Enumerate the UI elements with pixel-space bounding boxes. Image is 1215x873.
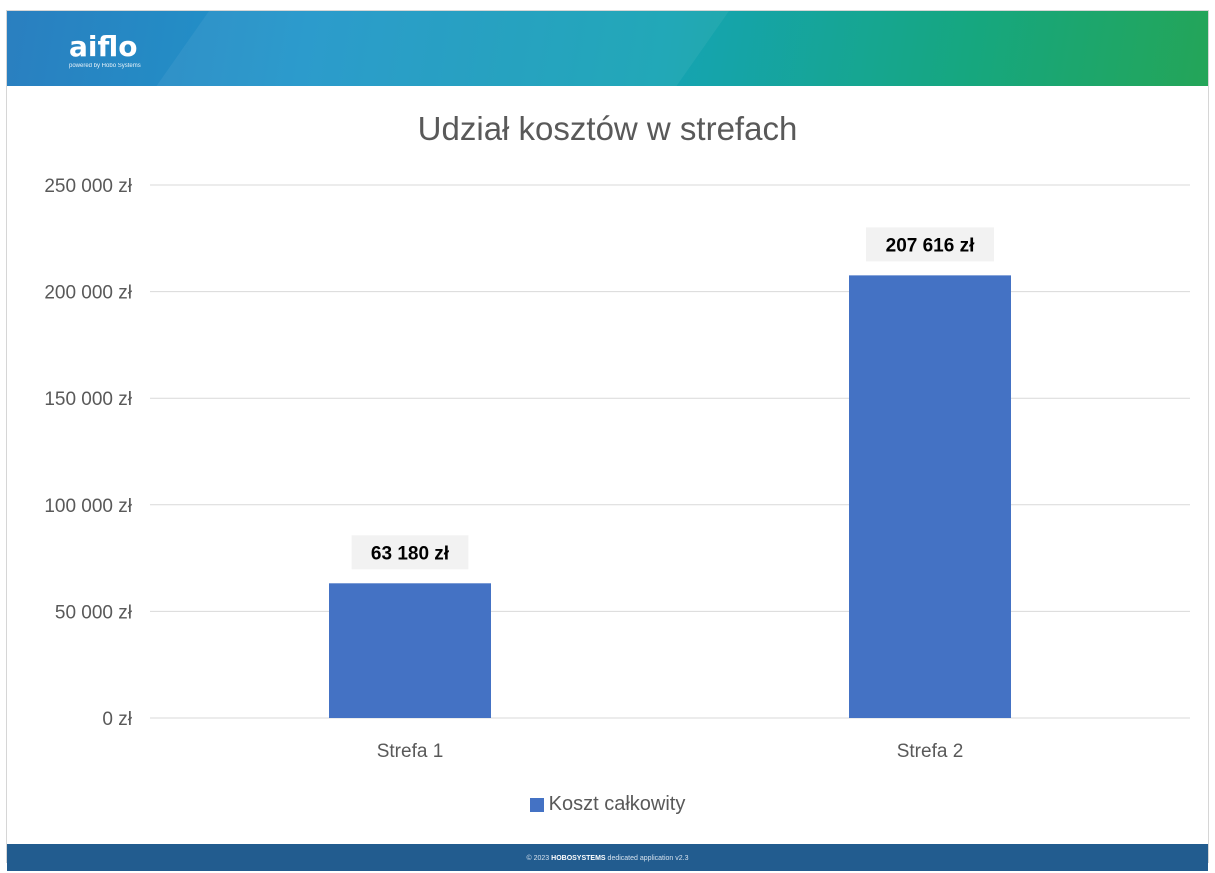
bar (849, 275, 1011, 718)
footer-brand: HOBOSYSTEMS (551, 855, 606, 862)
data-label-background (866, 227, 994, 262)
chart-legend: Koszt całkowity (0, 793, 1215, 816)
y-tick-label: 250 000 zł (44, 176, 132, 197)
app-logo[interactable]: aiflo powered by Hobo Systems (69, 33, 141, 70)
data-label-background (351, 535, 469, 570)
y-tick-label: 200 000 zł (44, 283, 132, 304)
legend-swatch (529, 797, 544, 812)
bar (329, 583, 491, 718)
data-label: 207 616 zł (886, 235, 975, 256)
logo-wordmark: aiflo (69, 30, 138, 63)
footer-copyright: © 2023 (526, 855, 550, 862)
y-tick-label: 100 000 zł (44, 496, 132, 517)
app-header: aiflo powered by Hobo Systems (7, 11, 1208, 86)
data-label: 63 180 zł (371, 543, 450, 564)
legend-label: Koszt całkowity (548, 793, 686, 815)
logo-tagline: powered by Hobo Systems (69, 63, 141, 69)
x-tick-label: Strefa 2 (897, 741, 964, 762)
footer-version: dedicated application v2.3 (607, 855, 689, 862)
x-tick-label: Strefa 1 (377, 741, 444, 762)
y-tick-label: 0 zł (102, 709, 132, 730)
y-tick-label: 50 000 zł (55, 602, 133, 623)
app-footer: © 2023 HOBOSYSTEMS dedicated application… (7, 844, 1208, 871)
chart-title: Udział kosztów w strefach (417, 110, 798, 147)
y-tick-label: 150 000 zł (44, 389, 132, 410)
